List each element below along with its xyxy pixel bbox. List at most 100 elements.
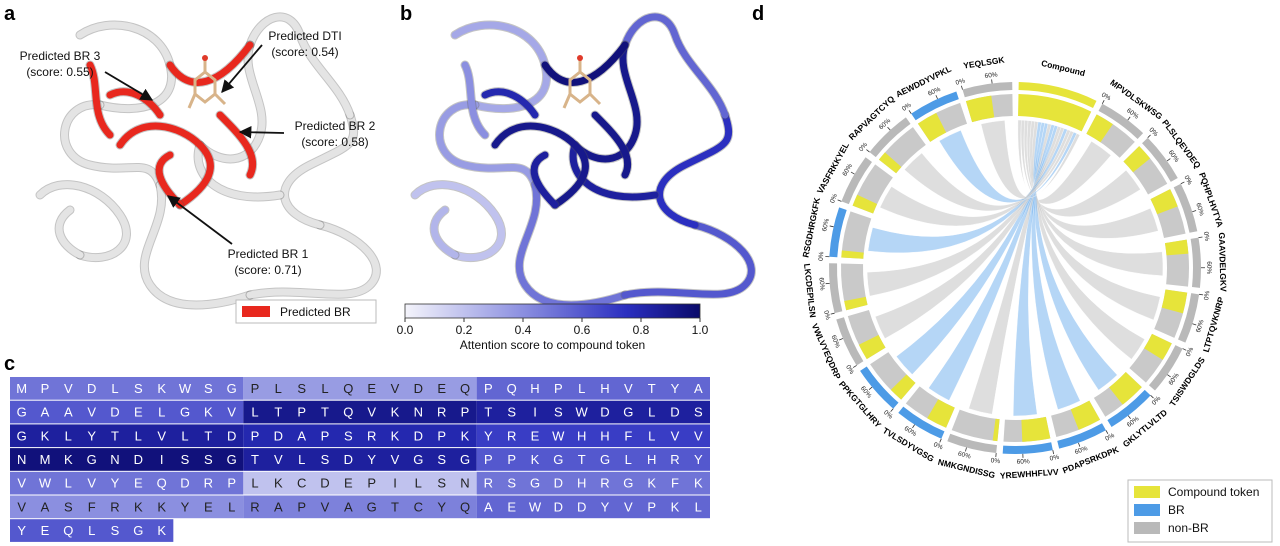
compound-token-fraction (890, 374, 916, 400)
ring-tick-label: 60% (1074, 445, 1089, 456)
segment-cell (10, 448, 244, 471)
compound-arc (1018, 94, 1092, 132)
ring-tick-label: 60% (841, 163, 854, 178)
tube (541, 41, 629, 86)
colorbar (404, 303, 701, 319)
tube (86, 61, 114, 139)
ring-tick-label: 0% (858, 141, 869, 153)
legend-label: non-BR (1168, 521, 1209, 535)
segment-label: GAAVDELGKV (1217, 232, 1229, 292)
segment-cell (243, 400, 477, 424)
tube (166, 41, 254, 86)
ring-tick-label: 0% (1100, 92, 1112, 103)
ring-tick (1127, 116, 1131, 121)
compound-token-fraction (1161, 289, 1188, 314)
segment-cell (10, 495, 244, 519)
ring-tick-label: 60% (878, 117, 893, 131)
ring-tick (850, 171, 855, 175)
segment-label: Compound (1040, 58, 1086, 78)
tube-outline (410, 180, 506, 263)
ring-tick-label: 0% (955, 77, 966, 86)
panel-c: c MPVDLSKWSG PLSLQEVDEQ PQHPLHVTYAGAAVDELG… (4, 353, 710, 542)
ring-tick-label: 60% (817, 277, 825, 291)
class-ring (1148, 345, 1183, 391)
ring-tick (1127, 415, 1131, 420)
annotation-score: (score: 0.58) (301, 135, 368, 149)
class-ring (1057, 423, 1106, 449)
legend-label: Predicted BR (280, 305, 351, 319)
panel-label: a (4, 3, 16, 25)
class-ring (1173, 183, 1198, 233)
class-ring (1178, 293, 1200, 343)
segment-cell (10, 400, 244, 424)
annotation-score: (score: 0.55) (26, 65, 93, 79)
panel-label: b (400, 3, 412, 25)
ring-tick-label: 0% (990, 457, 1000, 465)
colorbar-tick-label: 0.2 (456, 323, 473, 337)
compound-token-fraction (992, 418, 1000, 442)
annotation-text: Predicted DTI (268, 29, 341, 43)
compound-token-fraction (1144, 333, 1172, 360)
tube (216, 111, 257, 179)
segment-cell (476, 400, 710, 424)
ring-tick (1199, 293, 1204, 296)
token-ring-bg (841, 211, 872, 259)
compound-token-fraction (965, 95, 995, 123)
ring-tick (1198, 236, 1203, 239)
tube (106, 88, 164, 119)
ring-tick (1180, 181, 1185, 185)
ring-tick (1192, 210, 1197, 213)
ring-tick-label: 0% (1151, 395, 1163, 407)
ring-tick (1078, 442, 1081, 447)
segment-label: YEQLSGK (963, 54, 1006, 70)
ring-tick (939, 438, 942, 443)
class-ring (1098, 103, 1144, 139)
compound-token-fraction (878, 152, 902, 174)
segment-cell (243, 471, 477, 495)
class-ring (869, 117, 911, 158)
segment-cell (476, 424, 710, 448)
class-ring (1107, 389, 1151, 427)
segment-cell (10, 424, 244, 448)
compound-token-fraction (1123, 146, 1151, 173)
class-ring (829, 263, 843, 314)
ligand-atom (202, 55, 208, 61)
segment-label: AEWDDYVPKL (894, 64, 953, 100)
ring-tick-label: 0% (1104, 432, 1116, 443)
segment-cell (243, 495, 477, 519)
colorbar-tick-label: 0.0 (397, 323, 414, 337)
ring-tick (1101, 100, 1105, 104)
segment-cell (243, 448, 477, 471)
segment-cell (476, 471, 710, 495)
ring-tick-label: 60% (1205, 261, 1212, 274)
legend-box (235, 299, 377, 324)
legend-swatch (242, 306, 270, 317)
ring-tick-label: 60% (1017, 458, 1031, 466)
segment-label: PQHPLHVTYA (1197, 171, 1225, 228)
ring-tick (890, 408, 894, 412)
class-ring (1002, 442, 1053, 454)
ring-tick (1166, 158, 1171, 162)
tube-outline (60, 100, 165, 190)
tube (621, 221, 755, 299)
tube-outline (35, 180, 131, 263)
tube (116, 122, 214, 209)
ring-tick (1182, 348, 1187, 351)
ring-tick (830, 312, 835, 315)
ring-tick (887, 126, 891, 131)
ring-tick (1150, 395, 1154, 399)
annotation-text: Predicted BR 3 (20, 49, 101, 63)
ring-tick-label: 0% (829, 193, 839, 204)
ring-tick (839, 338, 844, 341)
legend-label: BR (1168, 503, 1185, 517)
tube (246, 221, 380, 299)
colorbar-tick-label: 0.6 (574, 323, 591, 337)
ligand (562, 58, 602, 109)
ring-tick-label: 60% (1125, 107, 1140, 121)
segment-cell (243, 424, 477, 448)
annotation-text: Predicted BR 1 (228, 247, 309, 261)
compound-token-fraction (1021, 416, 1051, 442)
ring-tick (1105, 430, 1109, 434)
ring-tick-label: 0% (1202, 231, 1210, 242)
ring-tick-label: 0% (844, 364, 855, 376)
